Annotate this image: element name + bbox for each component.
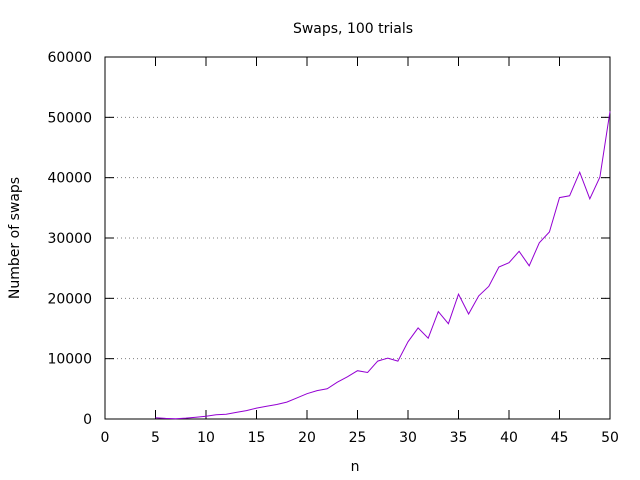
y-tick-label: 50000: [47, 110, 92, 126]
x-tick-label: 20: [298, 430, 316, 446]
x-tick-label: 45: [551, 430, 569, 446]
x-tick-label: 0: [101, 430, 110, 446]
x-tick-label: 10: [197, 430, 215, 446]
y-axis-label: Number of swaps: [7, 177, 23, 299]
x-tick-label: 40: [500, 430, 518, 446]
x-axis-label: n: [351, 459, 360, 475]
y-tick-label: 10000: [47, 352, 92, 368]
x-tick-label: 35: [450, 430, 468, 446]
chart-title: Swaps, 100 trials: [293, 21, 413, 37]
x-tick-label: 15: [248, 430, 266, 446]
y-tick-label: 60000: [47, 50, 92, 66]
axis-ticks: [104, 56, 611, 420]
y-tick-labels: 0 10000 20000 30000 40000 50000 60000: [47, 50, 92, 428]
x-tick-labels: 0 5 10 15 20 25 30 35 40 45 50: [101, 430, 619, 446]
y-tick-label: 30000: [47, 231, 92, 247]
grid-lines: [105, 116, 610, 360]
series-line: [155, 111, 611, 420]
x-tick-label: 25: [349, 430, 367, 446]
x-tick-label: 5: [151, 430, 160, 446]
y-tick-label: 20000: [47, 291, 92, 307]
y-tick-label: 0: [83, 412, 92, 428]
x-tick-label: 30: [399, 430, 417, 446]
x-tick-label: 50: [601, 430, 619, 446]
y-tick-label: 40000: [47, 171, 92, 187]
